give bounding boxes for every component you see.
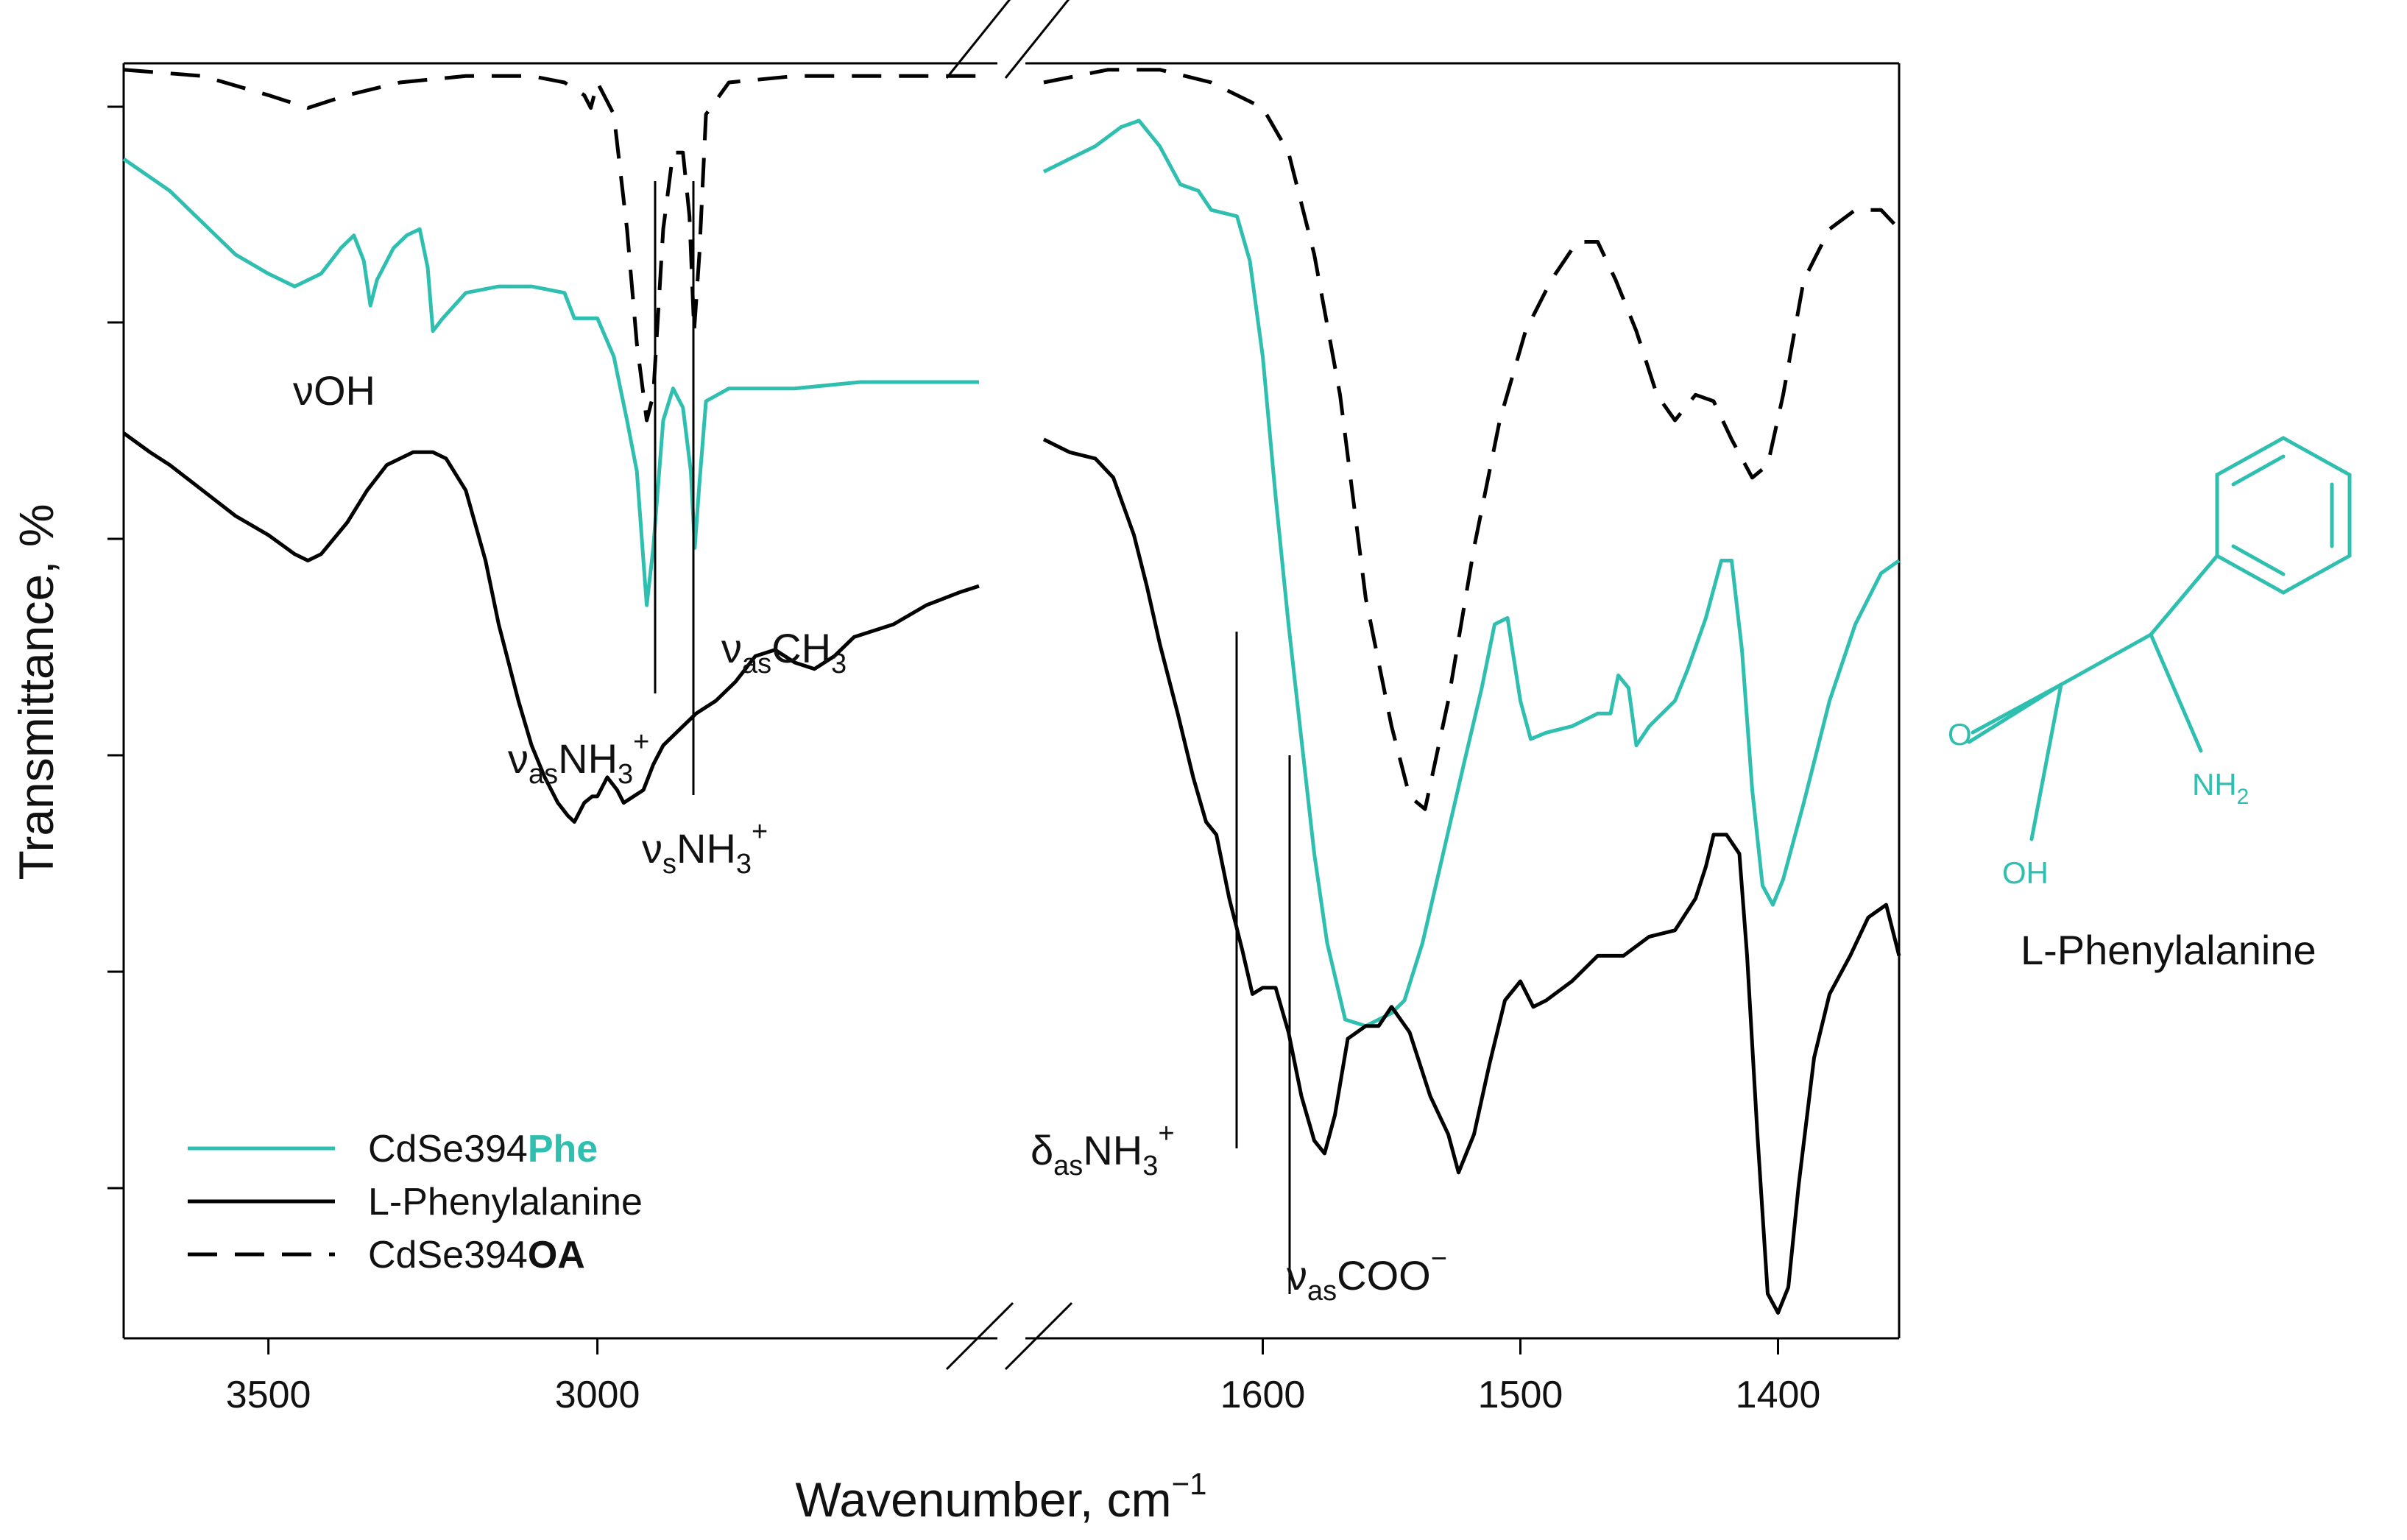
annotation-vsnh: νsNH3+ (642, 816, 768, 880)
legend-label-oa: CdSe394OA (368, 1234, 585, 1276)
x-axis-label-exponent: −1 (1172, 1466, 1207, 1501)
y-axis-ticks (107, 105, 124, 1190)
x-axis-label: Wavenumber, cm−1 (796, 1466, 1207, 1527)
annotation-vasch-greek: ν (721, 625, 742, 671)
annotation-vascoo-greek: ν (1287, 1252, 1307, 1299)
benzene-ring (2215, 436, 2352, 595)
amine-label-text: NH (2192, 767, 2237, 802)
annotation-vascoo-sub: as (1307, 1276, 1337, 1307)
x-tick-label-1-1: 1500 (1478, 1374, 1563, 1416)
annotation-vascoo: νasCOO− (1287, 1243, 1447, 1307)
legend-label-phe-prefix: CdSe394 (368, 1128, 528, 1170)
legend-label-lphe: L-Phenylalanine (368, 1181, 643, 1223)
annotation-vsnh-sup: + (752, 816, 768, 847)
legend-label-phe: CdSe394Phe (368, 1128, 598, 1170)
hydroxyl-bond (2029, 682, 2063, 841)
annotation-vasnh-greek: ν (508, 735, 529, 782)
annotation-vasnh-main: NH (558, 735, 618, 782)
legend-label-lphe-prefix: L-Phenylalanine (368, 1181, 643, 1223)
x-tick-label-0-1: 3000 (555, 1374, 640, 1416)
x-tick-label-1-0: 1600 (1220, 1374, 1306, 1416)
series-oa-panel-1 (1043, 68, 1901, 811)
axis-break-mark-0 (945, 0, 1011, 79)
annotation-vasch-sub2: 3 (831, 649, 846, 679)
annotation-dasnh-sub2: 3 (1142, 1151, 1158, 1182)
annotation-vasch-sub: as (742, 649, 771, 679)
x-axis-ticks: 3500 3000 1600 1500 1400 (226, 1338, 1821, 1416)
series-curves (122, 68, 1901, 1315)
series-phe-panel-0 (122, 157, 979, 607)
series-lphe-panel-1 (1042, 437, 1901, 1315)
axis-break-mark-3 (1004, 1301, 1073, 1371)
series-oa-panel-0 (123, 68, 979, 423)
molecule-name: L-Phenylalanine (2021, 927, 2316, 973)
annotation-vsnh-greek: ν (642, 825, 662, 872)
annotation-vasch: νasCH3 (721, 625, 846, 679)
band-reference-lines (654, 181, 1291, 1294)
annotation-vascoo-sup: − (1431, 1243, 1447, 1274)
molecule-bonds (1967, 436, 2352, 841)
legend-label-phe-bold: Phe (528, 1128, 598, 1170)
axis-break-mark-1 (1004, 0, 1070, 79)
x-tick-label-1-2: 1400 (1736, 1374, 1821, 1416)
annotation-vasnh-sub2: 3 (618, 759, 633, 790)
x-tick-label-0-0: 3500 (226, 1374, 311, 1416)
annotation-dasnh-sup: + (1158, 1118, 1174, 1149)
carboxyl-double-bond-b (1967, 682, 2063, 744)
ch2-bond (2149, 554, 2219, 637)
series-lphe-panel-0 (122, 431, 980, 824)
annotation-vasnh-sup: + (633, 727, 649, 757)
legend-label-oa-prefix: CdSe394 (368, 1234, 528, 1276)
annotation-vsnh-sub: s (662, 849, 676, 880)
amine-label: NH2 (2192, 767, 2249, 809)
legend-label-oa-bold: OA (528, 1234, 585, 1276)
annotation-vasnh-sub: as (529, 759, 558, 790)
annotation-voh-main: OH (314, 367, 375, 414)
axis-break-mark-2 (945, 1301, 1014, 1371)
annotation-dasnh: δasNH3+ (1031, 1118, 1175, 1182)
annotation-vsnh-main: NH (676, 825, 736, 872)
annotation-vsnh-sub2: 3 (736, 849, 752, 880)
y-axis-label: Transmittance, % (9, 504, 63, 880)
ca-bond (2059, 632, 2153, 687)
l-phenylalanine-structure: O NH2 OH L-Phenylalanine (1948, 436, 2352, 973)
x-axis-label-text: Wavenumber, cm (796, 1472, 1172, 1527)
plot-frame (122, 62, 1901, 1340)
annotation-vasnh: νasNH3+ (508, 727, 649, 790)
series-phe-panel-1 (1042, 119, 1901, 1028)
carbonyl-oxygen-label: O (1948, 717, 1972, 752)
annotation-dasnh-sub: as (1053, 1151, 1083, 1182)
amine-label-subscript: 2 (2237, 785, 2249, 809)
annotation-voh: νOH (293, 367, 375, 414)
annotation-vasch-main: CH (771, 625, 831, 671)
hydroxyl-label: OH (2002, 855, 2049, 890)
annotation-vascoo-main: COO (1337, 1252, 1431, 1299)
annotation-dasnh-main: NH (1083, 1127, 1142, 1173)
annotation-dasnh-greek: δ (1031, 1127, 1053, 1173)
axis-break-marks (945, 0, 1073, 1371)
amine-bond (2149, 632, 2203, 753)
annotation-voh-greek: ν (293, 367, 314, 414)
